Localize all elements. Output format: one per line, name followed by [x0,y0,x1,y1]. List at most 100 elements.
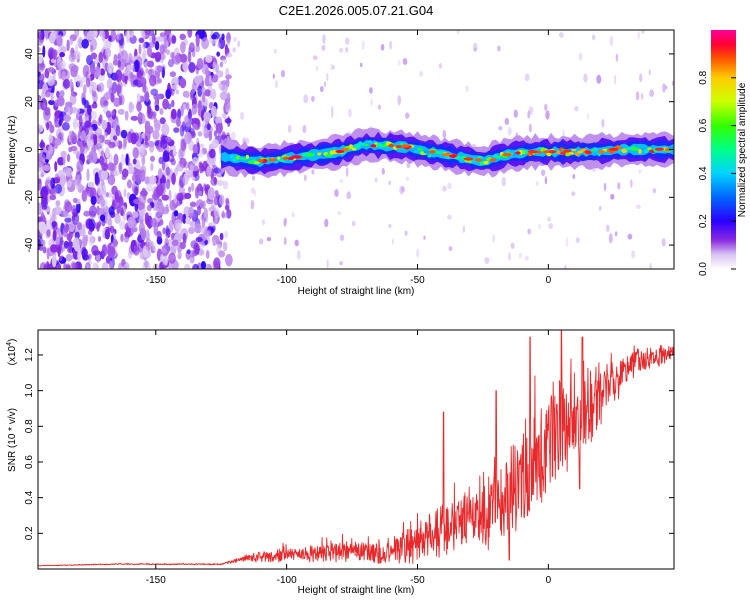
noise-speckle [118,161,123,175]
noise-speckle [57,245,61,258]
noise-speckle [181,121,186,132]
noise-speckle [225,74,232,80]
colorbar-tick-label: 0.2 [698,214,709,228]
noise-speckle [497,45,501,52]
noise-speckle [92,262,98,269]
noise-speckle [38,66,45,73]
noise-speckle [259,238,264,245]
noise-speckle [110,92,115,103]
noise-speckle [63,114,71,123]
noise-speckle [603,182,607,192]
noise-speckle [41,204,48,210]
noise-speckle [614,231,618,237]
noise-speckle [167,238,173,247]
noise-speckle [56,36,63,47]
noise-speckle [210,202,216,211]
noise-speckle [332,65,335,70]
noise-speckle [115,125,121,137]
noise-speckle [601,119,605,128]
noise-speckle [147,45,152,58]
ridge-peak [291,155,302,159]
noise-speckle [303,174,307,181]
noise-speckle [150,217,157,228]
noise-speckle [176,117,181,128]
snr-x-tick-label: -50 [410,575,425,586]
snr-y-scale-factor: (x104) [6,339,18,366]
noise-speckle [85,77,91,88]
snr-y-tick-label: 1.0 [24,383,35,397]
noise-speckle [76,174,81,181]
noise-speckle [211,34,217,40]
noise-speckle [572,173,576,180]
noise-speckle [136,101,142,112]
noise-speckle [126,179,132,189]
snr-y-axis: 0.2 0.4 0.6 0.8 1.0 1.2 [24,348,674,540]
noise-speckle [637,30,640,40]
noise-speckle [219,194,225,206]
ridge-blob [493,154,498,158]
noise-speckle [213,167,221,174]
noise-speckle [114,214,121,224]
noise-speckle [107,246,116,258]
noise-speckle [108,35,112,42]
noise-speckle [55,128,62,139]
noise-speckle [97,183,103,196]
noise-speckle [50,244,58,253]
noise-speckle [579,52,583,61]
noise-speckle [56,90,60,99]
noise-speckle [161,206,170,215]
noise-speckle [91,103,98,109]
noise-speckle [275,80,278,89]
noise-speckle [538,223,541,230]
noise-speckle [197,85,203,97]
noise-speckle [188,212,196,218]
ridge-peak [527,150,539,154]
noise-speckle [168,219,174,233]
noise-speckle [232,47,236,53]
noise-speckle [64,166,72,176]
noise-speckle [206,123,211,131]
noise-speckle [87,104,92,116]
snr-y-tick-label: 0.2 [24,526,35,540]
noise-speckle [152,111,157,118]
noise-speckle [94,175,100,186]
noise-speckle [72,118,79,130]
figure-title: C2E1.2026.005.07.21.G04 [279,3,434,18]
ridge-blob [326,153,332,158]
spectrogram-y-tick-label: -40 [24,237,35,252]
noise-speckle [69,93,77,105]
noise-speckle [93,90,97,98]
svg-text:(x104): (x104) [6,339,18,366]
noise-speckle [90,67,96,74]
noise-speckle [519,253,522,258]
noise-speckle [146,204,152,212]
noise-speckle [205,54,213,64]
noise-speckle [164,256,168,266]
noise-speckle [182,233,187,244]
noise-speckle [113,97,121,107]
noise-speckle [61,210,69,218]
noise-speckle [292,212,295,218]
noise-speckle [103,205,110,216]
noise-speckle [166,49,170,56]
ridge-peak [262,158,268,163]
noise-speckle [201,87,206,94]
noise-speckle [216,51,221,57]
noise-speckle [319,86,324,93]
noise-speckle [156,65,163,73]
ridge-blob [413,149,421,153]
snr-x-axis: -150 -100 -50 0 [146,330,552,586]
noise-speckle [71,65,79,73]
spectrogram-panel: -150 -100 -50 0 -40 -20 0 20 40 Height of strai… [7,29,675,297]
noise-speckle [606,224,610,233]
noise-speckle [592,34,596,41]
noise-speckle [339,234,345,241]
noise-speckle [42,246,47,254]
noise-speckle [154,40,160,51]
noise-speckle [87,30,95,41]
noise-speckle [105,91,109,101]
noise-speckle [202,200,206,210]
noise-speckle [188,186,192,193]
noise-speckle [40,212,45,225]
noise-speckle [90,126,94,140]
